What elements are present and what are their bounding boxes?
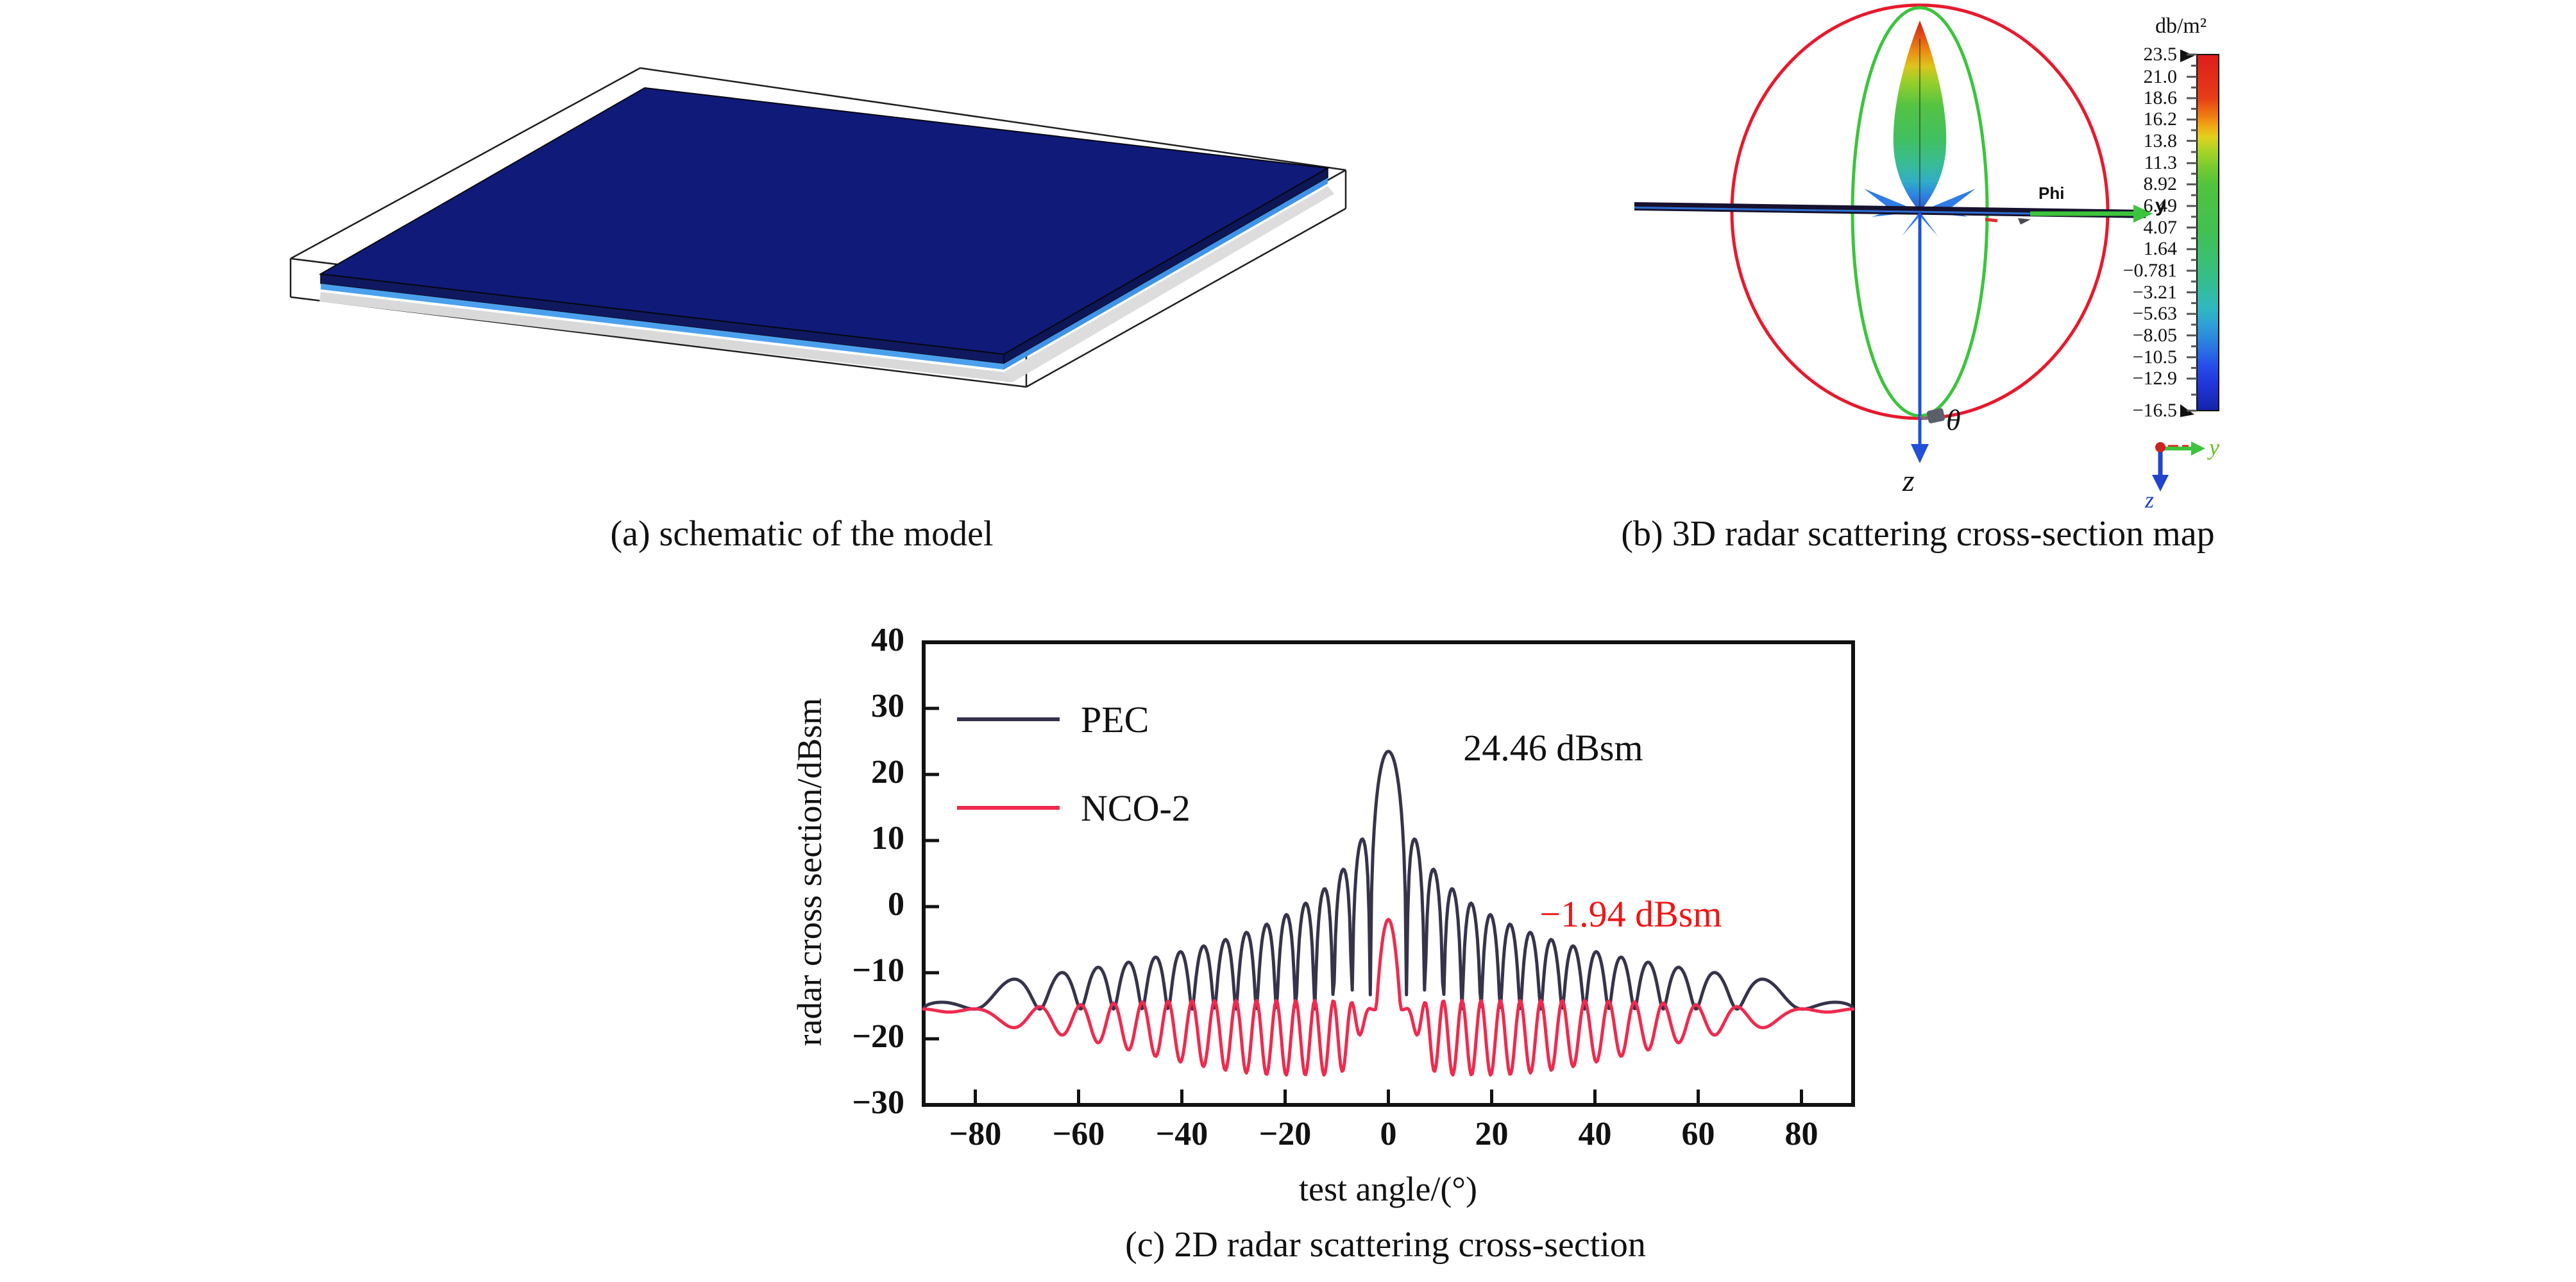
y-tick-label: −20 <box>852 1018 904 1055</box>
phi-label: Phi <box>2038 184 2065 203</box>
mini-y-head <box>2191 441 2205 456</box>
legend-pec-label: PEC <box>1081 699 1149 740</box>
dark-mark <box>2018 218 2031 225</box>
colorbar-tick-label: −0.781 <box>2123 259 2177 281</box>
x-axis-title: test angle/(°) <box>1299 1170 1477 1208</box>
colorbar-tick-label: 8.92 <box>2143 173 2178 195</box>
y-tick-label: −30 <box>852 1084 904 1121</box>
x-tick-label: −60 <box>1052 1116 1105 1152</box>
y-tick-label: 0 <box>888 886 904 923</box>
mini-z-label: z <box>2145 487 2155 513</box>
plate-top-face <box>318 87 1330 355</box>
colorbar-max-marker <box>2180 49 2194 62</box>
legend-nco2-label: NCO-2 <box>1081 787 1191 829</box>
colorbar-tick-label: 1.64 <box>2143 238 2178 260</box>
caption-panel-c: (c) 2D radar scattering cross-section <box>1125 1225 1646 1265</box>
colorbar-tick-label: −12.9 <box>2132 368 2177 389</box>
colorbar-tick-label: 16.2 <box>2143 108 2178 130</box>
theta-label: θ <box>1946 404 1961 436</box>
y-tick-label: 30 <box>871 688 904 724</box>
z-axis-label: z <box>1902 464 1915 498</box>
caption-panel-b: (b) 3D radar scattering cross-section ma… <box>1621 514 2215 554</box>
colorbar-tick-label: −16.5 <box>2132 400 2177 421</box>
model-schematic <box>289 67 1347 388</box>
x-tick-label: −80 <box>949 1116 1002 1152</box>
x-tick-label: 60 <box>1681 1116 1715 1152</box>
colorbar-tick-label: 6.49 <box>2143 195 2178 216</box>
curve-NCO-2 <box>922 918 1855 1077</box>
colorbar-gradient <box>2196 54 2219 411</box>
plate-stripe-left <box>321 284 1004 370</box>
z-axis-arrow-head <box>1911 444 1929 463</box>
colorbar-tick-label: 23.5 <box>2143 44 2178 65</box>
mini-y-label: y <box>2209 434 2219 460</box>
pec-peak-annotation: 24.46 dBsm <box>1463 726 1643 769</box>
red-mark <box>1985 218 1998 223</box>
x-tick-label: 80 <box>1784 1116 1818 1152</box>
theta-box <box>1926 408 1945 423</box>
colorbar-tick-label: 21.0 <box>2143 65 2178 87</box>
caption-panel-a: (a) schematic of the model <box>610 514 994 554</box>
mini-z-head <box>2152 475 2169 491</box>
x-tick-label: 20 <box>1475 1116 1509 1152</box>
colorbar-tick-label: −5.63 <box>2132 303 2177 325</box>
chart-ticks <box>924 640 1803 1107</box>
y-arrow-label: y <box>2155 195 2166 216</box>
y-tick-label: 40 <box>871 622 904 658</box>
legend-nco2-line <box>957 806 1060 810</box>
x-tick-label: 40 <box>1578 1116 1612 1152</box>
mini-origin <box>2155 442 2165 452</box>
y-arrow-head <box>2133 205 2153 223</box>
plate-shadow <box>319 292 1012 382</box>
plate-bar-stripe <box>1634 207 2146 216</box>
legend-pec-line <box>957 717 1060 721</box>
colorbar-ticks <box>2187 53 2197 412</box>
colorbar-tick-label: −10.5 <box>2132 346 2177 368</box>
colorbar-tick-label: 11.3 <box>2144 152 2177 174</box>
y-tick-label: −10 <box>852 952 904 989</box>
colorbar-tick-label: 4.07 <box>2143 216 2178 238</box>
colorbar-tick-label: −3.21 <box>2132 281 2177 303</box>
plate-stripe-right <box>1004 178 1328 370</box>
x-tick-label: −40 <box>1155 1116 1208 1152</box>
x-tick-label: 0 <box>1380 1116 1397 1152</box>
colorbar-title: db/m² <box>2155 14 2207 38</box>
nco2-peak-annotation: −1.94 dBsm <box>1539 893 1722 936</box>
x-tick-label: −20 <box>1258 1116 1312 1152</box>
scattering-3d-map <box>1634 3 2219 491</box>
y-tick-label: 20 <box>871 754 904 791</box>
y-tick-label: 10 <box>871 820 904 857</box>
chart-curves <box>922 749 1855 1077</box>
mini-axes <box>2152 441 2205 491</box>
plate-shadow-right <box>1004 186 1334 382</box>
colorbar-tick-label: 18.6 <box>2143 87 2178 108</box>
colorbar-tick-label: 13.8 <box>2143 130 2178 151</box>
curve-PEC <box>922 749 1855 1011</box>
colorbar-tick-label: −8.05 <box>2132 324 2177 346</box>
rcs-chart <box>922 640 1855 1107</box>
